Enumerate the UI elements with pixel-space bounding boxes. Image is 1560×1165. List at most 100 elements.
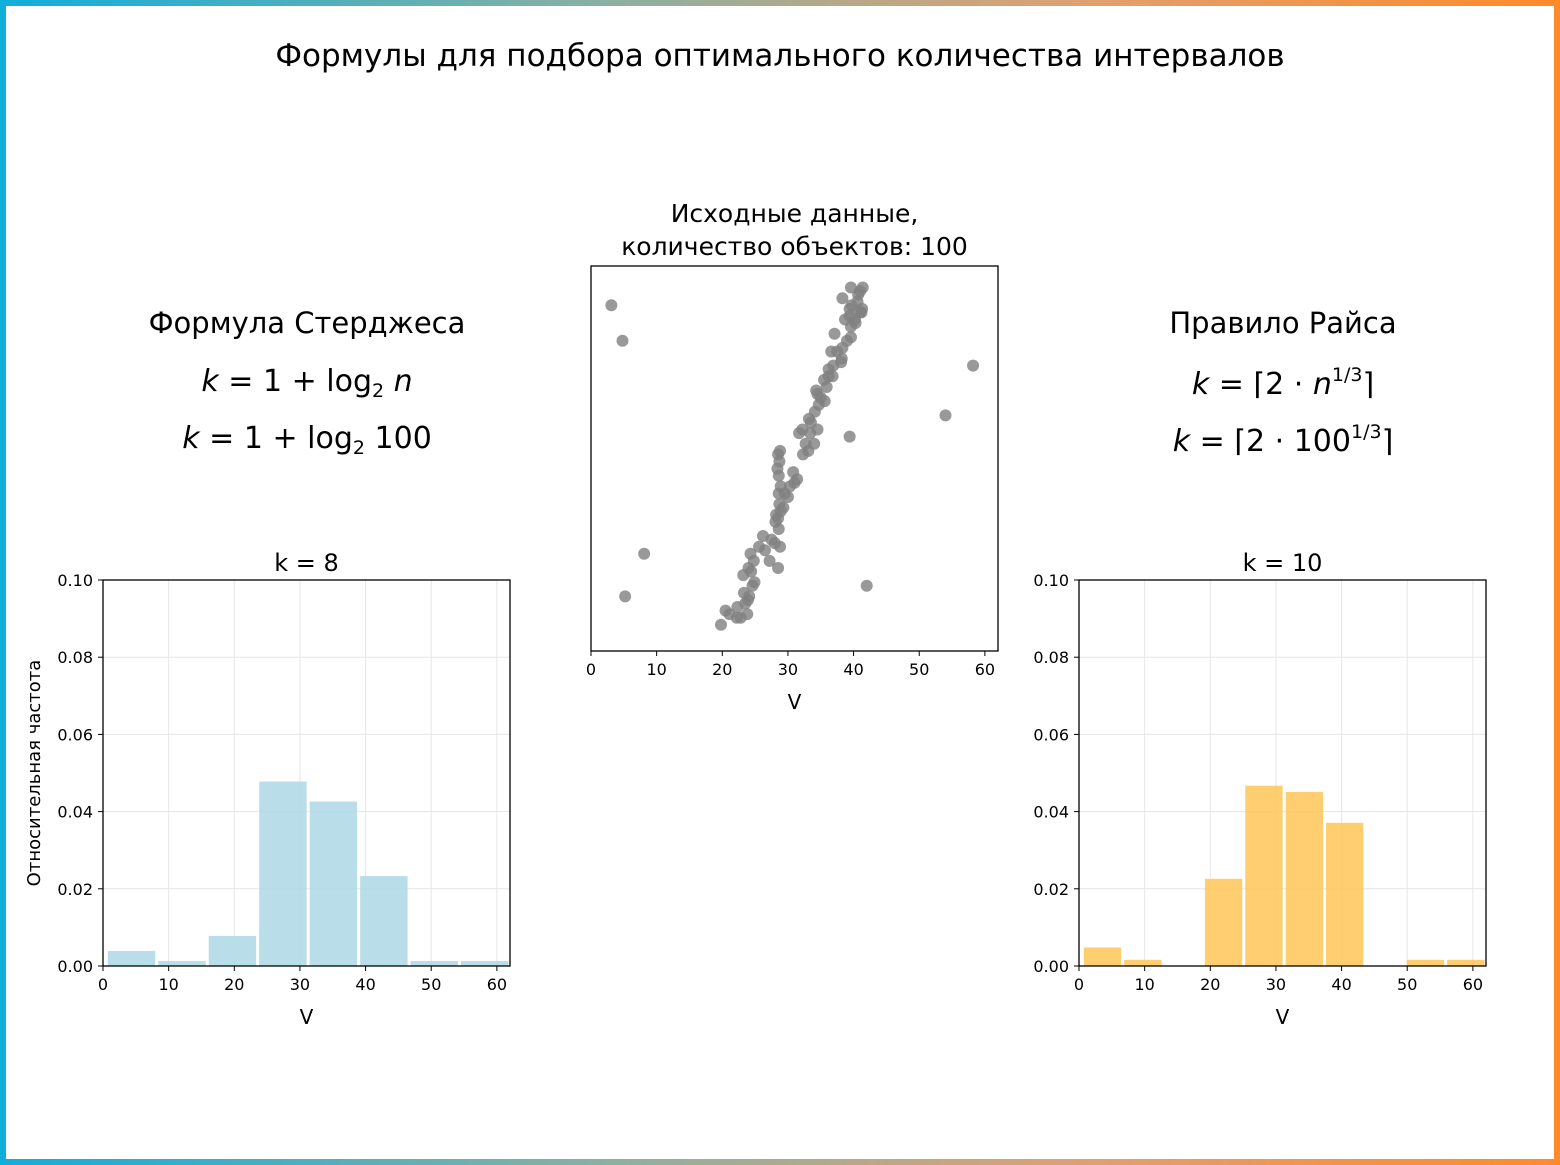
scatter-point <box>828 327 841 340</box>
x-tick-label: 10 <box>646 660 666 679</box>
scatter-point <box>638 547 651 560</box>
x-axis-label: V <box>300 1005 314 1029</box>
scatter-point <box>772 562 785 574</box>
x-tick-label: 0 <box>586 660 596 679</box>
x-tick-label: 60 <box>487 975 507 994</box>
var-k: k <box>1191 367 1210 402</box>
x-tick-label: 50 <box>421 975 441 994</box>
scatter-point <box>772 469 785 482</box>
y-axis-label: Относительная частота <box>24 660 45 887</box>
scatter-plot: Исходные данные, количество объектов: 100… <box>586 199 999 714</box>
y-tick-label: 0.08 <box>57 648 93 667</box>
var-k: k <box>1172 424 1191 459</box>
scatter-point <box>616 334 629 347</box>
x-tick-label: 10 <box>1134 975 1154 994</box>
log-arg: 100 <box>374 421 432 456</box>
plot-frame <box>1078 579 1487 967</box>
x-tick-label: 0 <box>98 975 108 994</box>
x-tick-label: 60 <box>1463 975 1483 994</box>
histogram-bar <box>1326 822 1364 966</box>
scatter-point <box>836 292 849 305</box>
histogram-k=8: k = 8 0.00 0.02 0.04 0.06 0.08 0.10 0 10 20 30 40 50… <box>24 549 511 1029</box>
scatter-point <box>774 444 787 457</box>
scatter-title: Исходные данные, <box>671 199 919 228</box>
y-tick-label: 0.06 <box>57 725 93 744</box>
histogram-bar <box>309 801 358 966</box>
scatter-point <box>743 590 756 603</box>
scatter-point <box>854 285 867 298</box>
equals: = <box>228 364 254 399</box>
page-title: Формулы для подбора оптимального количес… <box>275 38 1285 74</box>
scatter-point <box>967 359 980 372</box>
x-tick-label: 40 <box>355 975 375 994</box>
ceil-open: ⌈2 · <box>1253 367 1313 402</box>
histogram-bar <box>208 935 257 966</box>
equals: = <box>1218 367 1244 402</box>
scatter-point <box>843 430 856 443</box>
histogram-bar <box>107 950 156 966</box>
one: 1 <box>243 421 263 456</box>
x-tick-label: 50 <box>1397 975 1417 994</box>
plus: + <box>272 421 298 456</box>
histogram-bar <box>259 781 307 966</box>
scatter-point <box>860 579 873 592</box>
y-tick-label: 0.04 <box>57 803 93 822</box>
sturges-heading: Формула Стерджеса <box>148 306 466 340</box>
x-tick-label: 50 <box>909 660 929 679</box>
histogram-title: k = 8 <box>274 549 339 577</box>
scatter-point <box>748 576 761 589</box>
power-base: 100 <box>1293 424 1351 459</box>
x-axis-label: V <box>788 690 802 714</box>
equals: = <box>209 421 235 456</box>
x-tick-label: 40 <box>1331 975 1351 994</box>
sturges-formula-general: k = 1 + log2 n <box>107 364 507 402</box>
var-k: k <box>182 421 200 456</box>
histogram-bar <box>1447 959 1485 966</box>
rice-heading: Правило Райса <box>1169 306 1397 340</box>
scatter-point <box>714 618 727 631</box>
scatter-point <box>619 590 632 603</box>
x-axis-label: V <box>1276 1005 1290 1029</box>
rice-formula-general: k = ⌈2 · n1/3⌉ <box>1083 364 1483 402</box>
x-tick-label: 40 <box>843 660 863 679</box>
y-tick-label: 0.00 <box>57 957 93 976</box>
scatter-point <box>745 565 758 578</box>
scatter-point <box>781 491 794 503</box>
histogram-bar <box>461 960 509 966</box>
scatter-point <box>844 331 857 344</box>
scatter-point <box>774 480 787 493</box>
histogram-bar <box>1245 785 1283 966</box>
plot-frame <box>102 579 511 967</box>
log-base: 2 <box>352 437 365 459</box>
y-tick-label: 0.08 <box>1033 648 1069 667</box>
scatter-point <box>758 544 771 557</box>
plot-frame <box>590 265 999 652</box>
y-tick-label: 0.10 <box>57 571 93 590</box>
x-tick-label: 10 <box>158 975 178 994</box>
sturges-formula-value: k = 1 + log2 100 <box>107 421 507 459</box>
one: 1 <box>262 364 283 399</box>
histogram-title: k = 10 <box>1243 549 1323 577</box>
histogram-bar <box>158 960 206 966</box>
y-tick-label: 0.04 <box>1033 803 1069 822</box>
ceil-close: ⌉ <box>1362 367 1375 402</box>
histogram-bar <box>1124 959 1162 966</box>
ceil-close: ⌉ <box>1381 424 1394 459</box>
histogram-bar <box>410 960 459 966</box>
y-tick-label: 0.10 <box>1033 571 1069 590</box>
histogram-bar <box>1083 947 1122 966</box>
x-tick-label: 30 <box>1266 975 1286 994</box>
log: log <box>307 421 353 456</box>
histogram-bar <box>1285 791 1324 966</box>
scatter-point <box>741 608 754 621</box>
scatter-point <box>605 299 618 312</box>
scatter-title: количество объектов: 100 <box>621 232 968 261</box>
scatter-point <box>810 384 823 397</box>
var-k: k <box>201 364 219 399</box>
x-tick-label: 0 <box>1074 975 1084 994</box>
log-arg: n <box>393 364 413 399</box>
scatter-point <box>774 540 787 553</box>
x-tick-label: 30 <box>290 975 310 994</box>
